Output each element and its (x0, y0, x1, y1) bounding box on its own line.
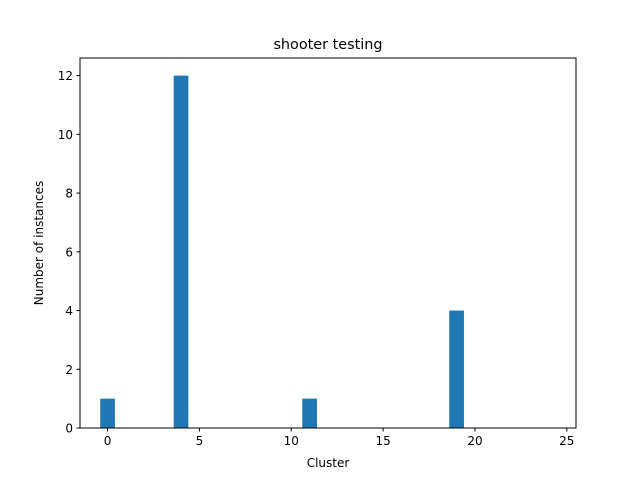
bar-cluster-4 (173, 75, 189, 428)
x-tick-label: 15 (375, 434, 390, 448)
plot-frame (79, 57, 577, 429)
x-tick-label: 20 (467, 434, 482, 448)
y-tick-label: 6 (65, 245, 73, 259)
bar-cluster-19 (449, 310, 464, 428)
x-tick-label: 10 (284, 434, 299, 448)
x-tick-label: 5 (196, 434, 204, 448)
y-axis-ticks: 0 2 4 6 8 10 12 (58, 69, 80, 436)
y-tick-label: 0 (65, 422, 73, 436)
y-tick-label: 10 (58, 128, 73, 142)
bars-group (100, 75, 464, 428)
bar-cluster-0 (100, 398, 115, 428)
y-tick-label: 8 (65, 187, 73, 201)
x-axis-ticks: 0 5 10 15 20 25 (104, 428, 574, 448)
chart-title: shooter testing (273, 37, 382, 53)
x-axis-label: Cluster (307, 456, 350, 470)
y-axis-label: Number of instances (32, 181, 46, 306)
x-tick-label: 25 (559, 434, 574, 448)
y-tick-label: 2 (65, 363, 73, 377)
x-tick-label: 0 (104, 434, 112, 448)
bar-cluster-11 (302, 398, 317, 428)
y-tick-label: 12 (58, 69, 73, 83)
y-tick-label: 4 (65, 304, 73, 318)
